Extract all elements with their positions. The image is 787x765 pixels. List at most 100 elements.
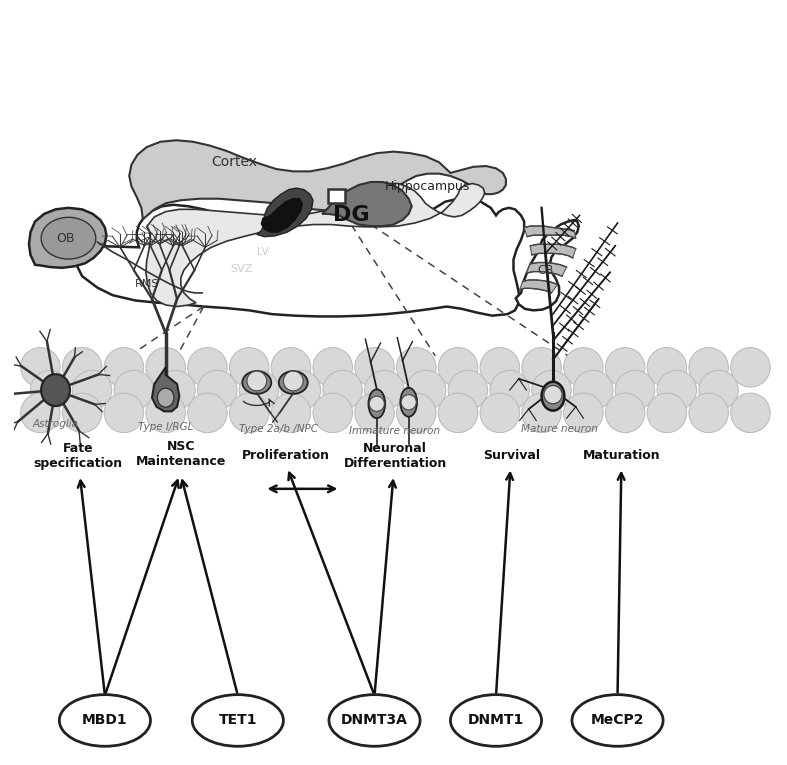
Circle shape xyxy=(563,347,603,387)
Polygon shape xyxy=(261,199,302,232)
Circle shape xyxy=(20,393,60,433)
Circle shape xyxy=(406,370,446,410)
Text: DNMT1: DNMT1 xyxy=(468,714,524,728)
Ellipse shape xyxy=(541,382,564,411)
Polygon shape xyxy=(75,193,524,317)
Text: Fate
specification: Fate specification xyxy=(34,442,123,470)
Circle shape xyxy=(146,393,186,433)
Text: RMS: RMS xyxy=(135,278,159,288)
Text: MBD1: MBD1 xyxy=(82,714,127,728)
Ellipse shape xyxy=(329,695,420,747)
Text: Astroglia: Astroglia xyxy=(32,419,79,429)
Ellipse shape xyxy=(157,388,174,407)
Circle shape xyxy=(104,393,144,433)
Ellipse shape xyxy=(401,388,417,417)
Text: TET1: TET1 xyxy=(219,714,257,728)
FancyBboxPatch shape xyxy=(328,189,345,203)
Ellipse shape xyxy=(192,695,283,747)
Polygon shape xyxy=(527,262,567,276)
Circle shape xyxy=(355,347,394,387)
Circle shape xyxy=(490,370,530,410)
Ellipse shape xyxy=(368,389,385,418)
Circle shape xyxy=(313,393,353,433)
Circle shape xyxy=(156,370,195,410)
Text: SVZ: SVZ xyxy=(231,264,253,274)
Ellipse shape xyxy=(242,371,272,394)
Polygon shape xyxy=(257,188,313,236)
Circle shape xyxy=(730,347,770,387)
Polygon shape xyxy=(515,220,578,311)
Circle shape xyxy=(647,347,686,387)
Circle shape xyxy=(230,347,269,387)
Ellipse shape xyxy=(41,217,96,259)
Circle shape xyxy=(272,347,311,387)
Text: Maturation: Maturation xyxy=(582,449,660,462)
Text: Hippocampus: Hippocampus xyxy=(385,180,471,193)
Polygon shape xyxy=(322,182,412,226)
Ellipse shape xyxy=(41,374,70,406)
Circle shape xyxy=(544,386,562,404)
Circle shape xyxy=(615,370,655,410)
Circle shape xyxy=(146,347,186,387)
Text: MeCP2: MeCP2 xyxy=(591,714,645,728)
Circle shape xyxy=(730,393,770,433)
Circle shape xyxy=(574,370,613,410)
Circle shape xyxy=(401,395,416,410)
Circle shape xyxy=(247,371,267,391)
Circle shape xyxy=(187,393,227,433)
Circle shape xyxy=(72,370,112,410)
Circle shape xyxy=(438,347,478,387)
Text: Mature neuron: Mature neuron xyxy=(521,424,597,434)
Circle shape xyxy=(283,371,303,391)
Circle shape xyxy=(239,370,279,410)
Circle shape xyxy=(689,393,729,433)
Circle shape xyxy=(198,370,237,410)
Text: CB: CB xyxy=(538,264,553,277)
Polygon shape xyxy=(519,280,557,293)
Ellipse shape xyxy=(450,695,541,747)
Circle shape xyxy=(187,347,227,387)
Polygon shape xyxy=(530,244,576,258)
Circle shape xyxy=(313,347,353,387)
Circle shape xyxy=(397,347,436,387)
Text: Type 2a/b /NPC: Type 2a/b /NPC xyxy=(238,425,318,435)
Circle shape xyxy=(647,393,686,433)
Text: Cortex: Cortex xyxy=(211,155,257,169)
Text: OB: OB xyxy=(56,232,75,245)
Circle shape xyxy=(438,393,478,433)
Circle shape xyxy=(62,347,102,387)
Circle shape xyxy=(522,393,561,433)
Circle shape xyxy=(522,347,561,387)
Ellipse shape xyxy=(279,371,308,394)
Text: NSC
Maintenance: NSC Maintenance xyxy=(135,440,226,467)
Polygon shape xyxy=(29,208,106,268)
Circle shape xyxy=(114,370,153,410)
Text: DNMT3A: DNMT3A xyxy=(341,714,408,728)
Circle shape xyxy=(448,370,488,410)
Circle shape xyxy=(355,393,394,433)
Circle shape xyxy=(480,347,519,387)
Circle shape xyxy=(532,370,571,410)
Circle shape xyxy=(699,370,738,410)
Circle shape xyxy=(104,347,144,387)
Polygon shape xyxy=(152,367,179,412)
Ellipse shape xyxy=(59,695,150,747)
Circle shape xyxy=(31,370,70,410)
Polygon shape xyxy=(146,184,485,307)
Circle shape xyxy=(281,370,320,410)
Circle shape xyxy=(397,393,436,433)
Circle shape xyxy=(480,393,519,433)
Text: DG: DG xyxy=(334,206,370,226)
Circle shape xyxy=(20,347,60,387)
Circle shape xyxy=(689,347,729,387)
Circle shape xyxy=(62,393,102,433)
Circle shape xyxy=(272,393,311,433)
Text: LV: LV xyxy=(257,247,268,257)
Circle shape xyxy=(563,393,603,433)
Circle shape xyxy=(657,370,696,410)
Polygon shape xyxy=(129,140,506,220)
Circle shape xyxy=(605,347,645,387)
Circle shape xyxy=(364,370,405,410)
Text: Immature neuron: Immature neuron xyxy=(349,426,441,436)
Text: Survival: Survival xyxy=(482,449,540,462)
